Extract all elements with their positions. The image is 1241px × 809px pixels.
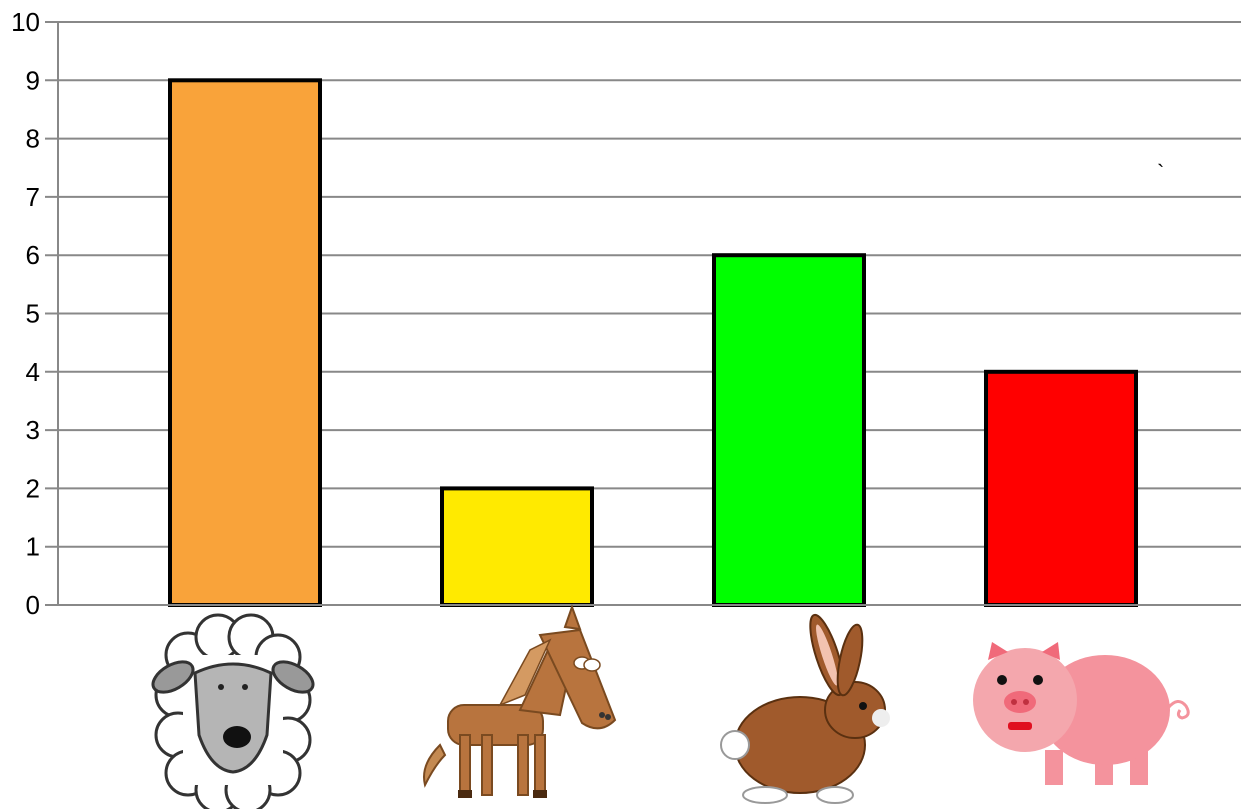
y-tick-label: 9 <box>26 65 40 95</box>
y-tick-label: 5 <box>26 299 40 329</box>
y-axis-ticks: 0 1 2 3 4 5 6 7 8 9 10 <box>11 7 40 620</box>
y-tick-label: 2 <box>26 473 40 503</box>
bars <box>168 78 1138 608</box>
y-tick-label: 6 <box>26 240 40 270</box>
y-tick-label: 10 <box>11 7 40 37</box>
bar-horse <box>440 486 594 607</box>
bar-rabbit <box>712 253 866 607</box>
y-tick-label: 1 <box>26 532 40 562</box>
y-tick-label: 8 <box>26 124 40 154</box>
y-tick-label: 0 <box>26 590 40 620</box>
sheep-icon <box>151 613 315 809</box>
bar-sheep <box>168 78 322 608</box>
pig-icon <box>973 642 1190 785</box>
y-tick-label: 3 <box>26 415 40 445</box>
bar-pig <box>984 369 1138 607</box>
rabbit-icon <box>720 613 890 804</box>
y-tick-label: 4 <box>26 357 40 387</box>
horse-icon <box>423 604 617 798</box>
y-tick-label: 7 <box>26 182 40 212</box>
stray-mark: ` <box>1157 160 1164 185</box>
